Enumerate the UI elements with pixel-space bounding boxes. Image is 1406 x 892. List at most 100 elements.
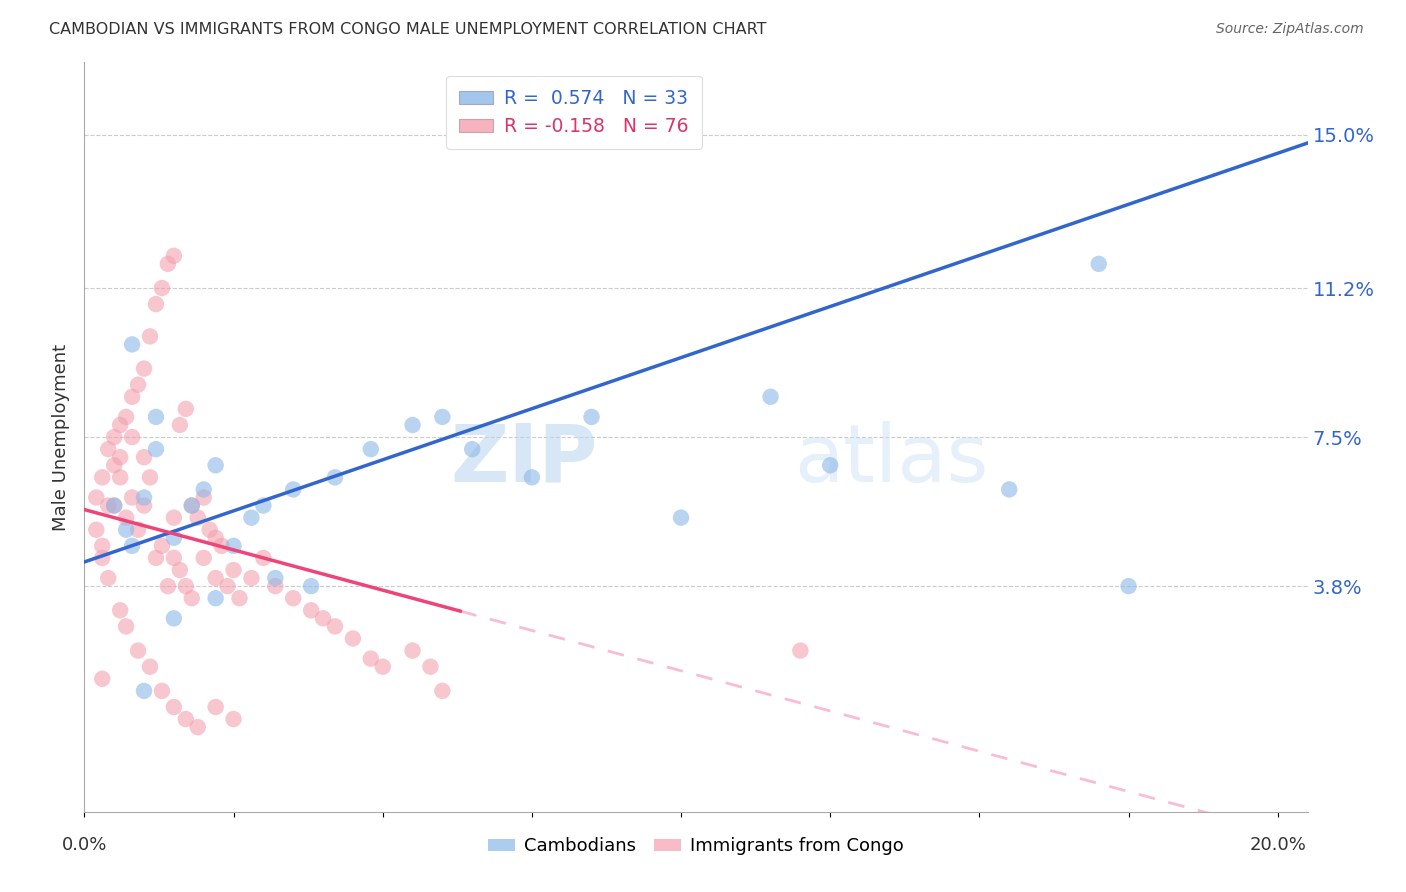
Point — [115, 619, 138, 633]
Point — [169, 563, 191, 577]
Point — [103, 430, 125, 444]
Point — [150, 281, 173, 295]
Point — [145, 297, 167, 311]
Point — [432, 409, 454, 424]
Point — [163, 531, 186, 545]
Point — [264, 579, 287, 593]
Point — [108, 470, 131, 484]
Point — [323, 619, 346, 633]
Point — [103, 499, 125, 513]
Point — [121, 539, 143, 553]
Point — [211, 539, 233, 553]
Point — [132, 361, 155, 376]
Point — [299, 603, 322, 617]
Point — [121, 430, 143, 444]
Point — [228, 591, 250, 606]
Point — [193, 491, 215, 505]
Point — [174, 401, 197, 416]
Point — [163, 510, 186, 524]
Point — [252, 550, 274, 565]
Text: CAMBODIAN VS IMMIGRANTS FROM CONGO MALE UNEMPLOYMENT CORRELATION CHART: CAMBODIAN VS IMMIGRANTS FROM CONGO MALE … — [49, 22, 766, 37]
Point — [132, 491, 155, 505]
Point — [108, 450, 131, 465]
Point — [97, 571, 120, 585]
Point — [198, 523, 221, 537]
Point — [204, 458, 226, 473]
Point — [156, 579, 179, 593]
Point — [371, 659, 394, 673]
Point — [818, 458, 841, 473]
Point — [132, 684, 155, 698]
Point — [360, 442, 382, 457]
Point — [180, 499, 202, 513]
Point — [127, 643, 149, 657]
Text: ZIP: ZIP — [451, 420, 598, 499]
Point — [169, 417, 191, 432]
Point — [240, 510, 263, 524]
Point — [91, 550, 114, 565]
Point — [240, 571, 263, 585]
Point — [145, 550, 167, 565]
Point — [163, 611, 186, 625]
Point — [121, 390, 143, 404]
Point — [222, 712, 245, 726]
Point — [299, 579, 322, 593]
Point — [91, 672, 114, 686]
Point — [419, 659, 441, 673]
Point — [193, 483, 215, 497]
Point — [669, 510, 692, 524]
Point — [1087, 257, 1109, 271]
Point — [121, 337, 143, 351]
Point — [312, 611, 335, 625]
Point — [187, 510, 209, 524]
Point — [132, 450, 155, 465]
Point — [401, 417, 423, 432]
Point — [180, 591, 202, 606]
Point — [520, 470, 543, 484]
Point — [283, 483, 305, 497]
Point — [401, 643, 423, 657]
Text: 20.0%: 20.0% — [1250, 836, 1306, 854]
Point — [115, 409, 138, 424]
Point — [222, 539, 245, 553]
Point — [217, 579, 239, 593]
Point — [108, 603, 131, 617]
Point — [174, 712, 197, 726]
Y-axis label: Male Unemployment: Male Unemployment — [52, 343, 70, 531]
Point — [132, 499, 155, 513]
Point — [193, 550, 215, 565]
Text: atlas: atlas — [794, 420, 988, 499]
Point — [97, 442, 120, 457]
Point — [108, 417, 131, 432]
Text: 0.0%: 0.0% — [62, 836, 107, 854]
Point — [103, 458, 125, 473]
Text: Source: ZipAtlas.com: Source: ZipAtlas.com — [1216, 22, 1364, 37]
Point — [84, 491, 107, 505]
Point — [163, 700, 186, 714]
Point — [127, 523, 149, 537]
Point — [84, 523, 107, 537]
Point — [156, 257, 179, 271]
Point — [252, 499, 274, 513]
Point — [127, 377, 149, 392]
Point — [789, 643, 811, 657]
Point — [163, 550, 186, 565]
Point — [360, 651, 382, 665]
Point — [163, 249, 186, 263]
Point — [115, 510, 138, 524]
Point — [204, 571, 226, 585]
Point — [150, 684, 173, 698]
Point — [204, 700, 226, 714]
Point — [342, 632, 364, 646]
Point — [461, 442, 484, 457]
Point — [139, 659, 162, 673]
Point — [323, 470, 346, 484]
Point — [91, 470, 114, 484]
Point — [264, 571, 287, 585]
Point — [222, 563, 245, 577]
Point — [432, 684, 454, 698]
Point — [581, 409, 603, 424]
Point — [174, 579, 197, 593]
Point — [283, 591, 305, 606]
Point — [91, 539, 114, 553]
